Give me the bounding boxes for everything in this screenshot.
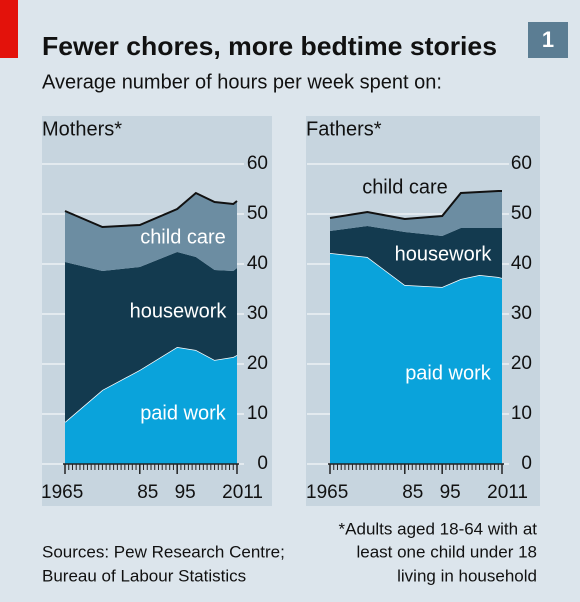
x-tick-label: 85: [402, 482, 423, 503]
x-tick-label: 2011: [487, 482, 528, 503]
area-label: paid work: [140, 402, 227, 424]
y-tick-label: 10: [247, 403, 268, 424]
area-label: child care: [362, 176, 448, 198]
area: [330, 253, 502, 464]
y-tick-label: 60: [511, 153, 532, 174]
area-label: paid work: [405, 362, 492, 384]
panel-title: Mothers*: [42, 118, 122, 140]
x-tick-label: 85: [137, 482, 158, 503]
subtitle: Average number of hours per week spent o…: [42, 71, 442, 93]
area: [65, 347, 237, 464]
y-tick-label: 20: [247, 353, 268, 374]
chart-title: Fewer chores, more bedtime stories: [42, 31, 497, 61]
x-tick-label: 1965: [306, 482, 348, 503]
y-tick-label: 50: [511, 203, 532, 224]
area-label: housework: [395, 243, 493, 265]
area-label: child care: [140, 226, 226, 248]
area-label: housework: [130, 300, 228, 322]
y-tick-label: 60: [247, 153, 268, 174]
sources: Sources: Pew Research Centre;: [42, 542, 285, 561]
y-tick-label: 0: [257, 453, 268, 474]
y-tick-label: 10: [511, 403, 532, 424]
chart-number: 1: [542, 27, 554, 52]
footnote: living in household: [397, 566, 537, 585]
footnote: *Adults aged 18-64 with at: [339, 519, 538, 538]
chart-number-box: [528, 22, 568, 58]
y-tick-label: 30: [511, 303, 532, 324]
x-tick-label: 95: [175, 482, 196, 503]
area: [330, 226, 502, 287]
panel-title: Fathers*: [306, 118, 382, 140]
y-tick-label: 40: [511, 253, 532, 274]
y-tick-label: 30: [247, 303, 268, 324]
y-tick-label: 20: [511, 353, 532, 374]
area: [330, 191, 502, 236]
area: [65, 193, 237, 271]
x-tick-label: 2011: [222, 482, 263, 503]
area: [65, 252, 237, 422]
x-tick-label: 95: [440, 482, 461, 503]
red-tag: [0, 0, 18, 58]
sources: Bureau of Labour Statistics: [42, 566, 246, 585]
y-tick-label: 40: [247, 253, 268, 274]
area-edge: [64, 191, 238, 229]
y-tick-label: 50: [247, 203, 268, 224]
y-tick-label: 0: [521, 453, 532, 474]
area-edge: [329, 190, 502, 221]
footnote: least one child under 18: [356, 542, 537, 561]
x-tick-label: 1965: [41, 482, 83, 503]
